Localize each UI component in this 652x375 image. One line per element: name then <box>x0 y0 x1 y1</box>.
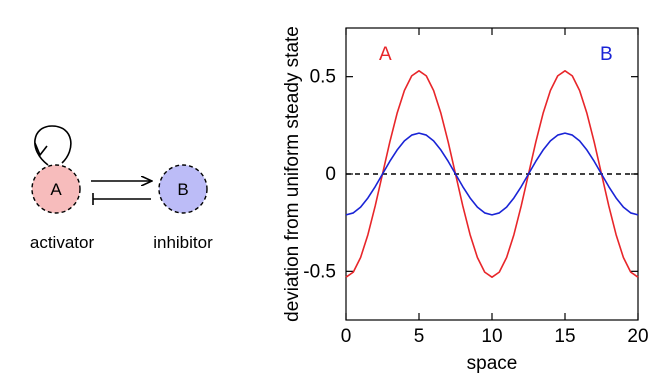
y-tick-label: -0.5 <box>303 261 336 282</box>
network-diagram: A activator B inhibitor <box>30 125 213 252</box>
activator-caption: activator <box>30 233 95 252</box>
y-axis-label: deviation from uniform steady state <box>282 26 303 322</box>
x-tick-label: 20 <box>627 326 648 347</box>
series-line-b <box>345 132 639 216</box>
line-chart: 0 5 10 15 20 -0.5 0 0.5 A B space deviation fro… <box>282 26 649 374</box>
x-tick-label: 5 <box>414 326 425 347</box>
series-line-a <box>345 70 639 278</box>
y-tick-label: 0.5 <box>310 67 336 88</box>
series-lines <box>345 70 639 278</box>
series-label-b: B <box>600 44 613 65</box>
x-tick-label: 10 <box>481 326 502 347</box>
self-activation-arrowhead <box>34 142 48 157</box>
y-tick-label: 0 <box>325 164 336 185</box>
axis-tick-labels: 0 5 10 15 20 -0.5 0 0.5 <box>303 67 648 347</box>
inhibitor-node <box>158 164 208 214</box>
x-tick-label: 15 <box>554 326 575 347</box>
inhibitor-caption: inhibitor <box>153 233 213 252</box>
inhibitor-node-letter: B <box>177 180 188 199</box>
x-axis-label: space <box>467 353 518 374</box>
x-tick-label: 0 <box>341 326 352 347</box>
self-activation-loop <box>34 125 72 166</box>
series-label-a: A <box>379 44 392 65</box>
activator-node-letter: A <box>50 180 62 199</box>
activator-node <box>31 164 81 214</box>
